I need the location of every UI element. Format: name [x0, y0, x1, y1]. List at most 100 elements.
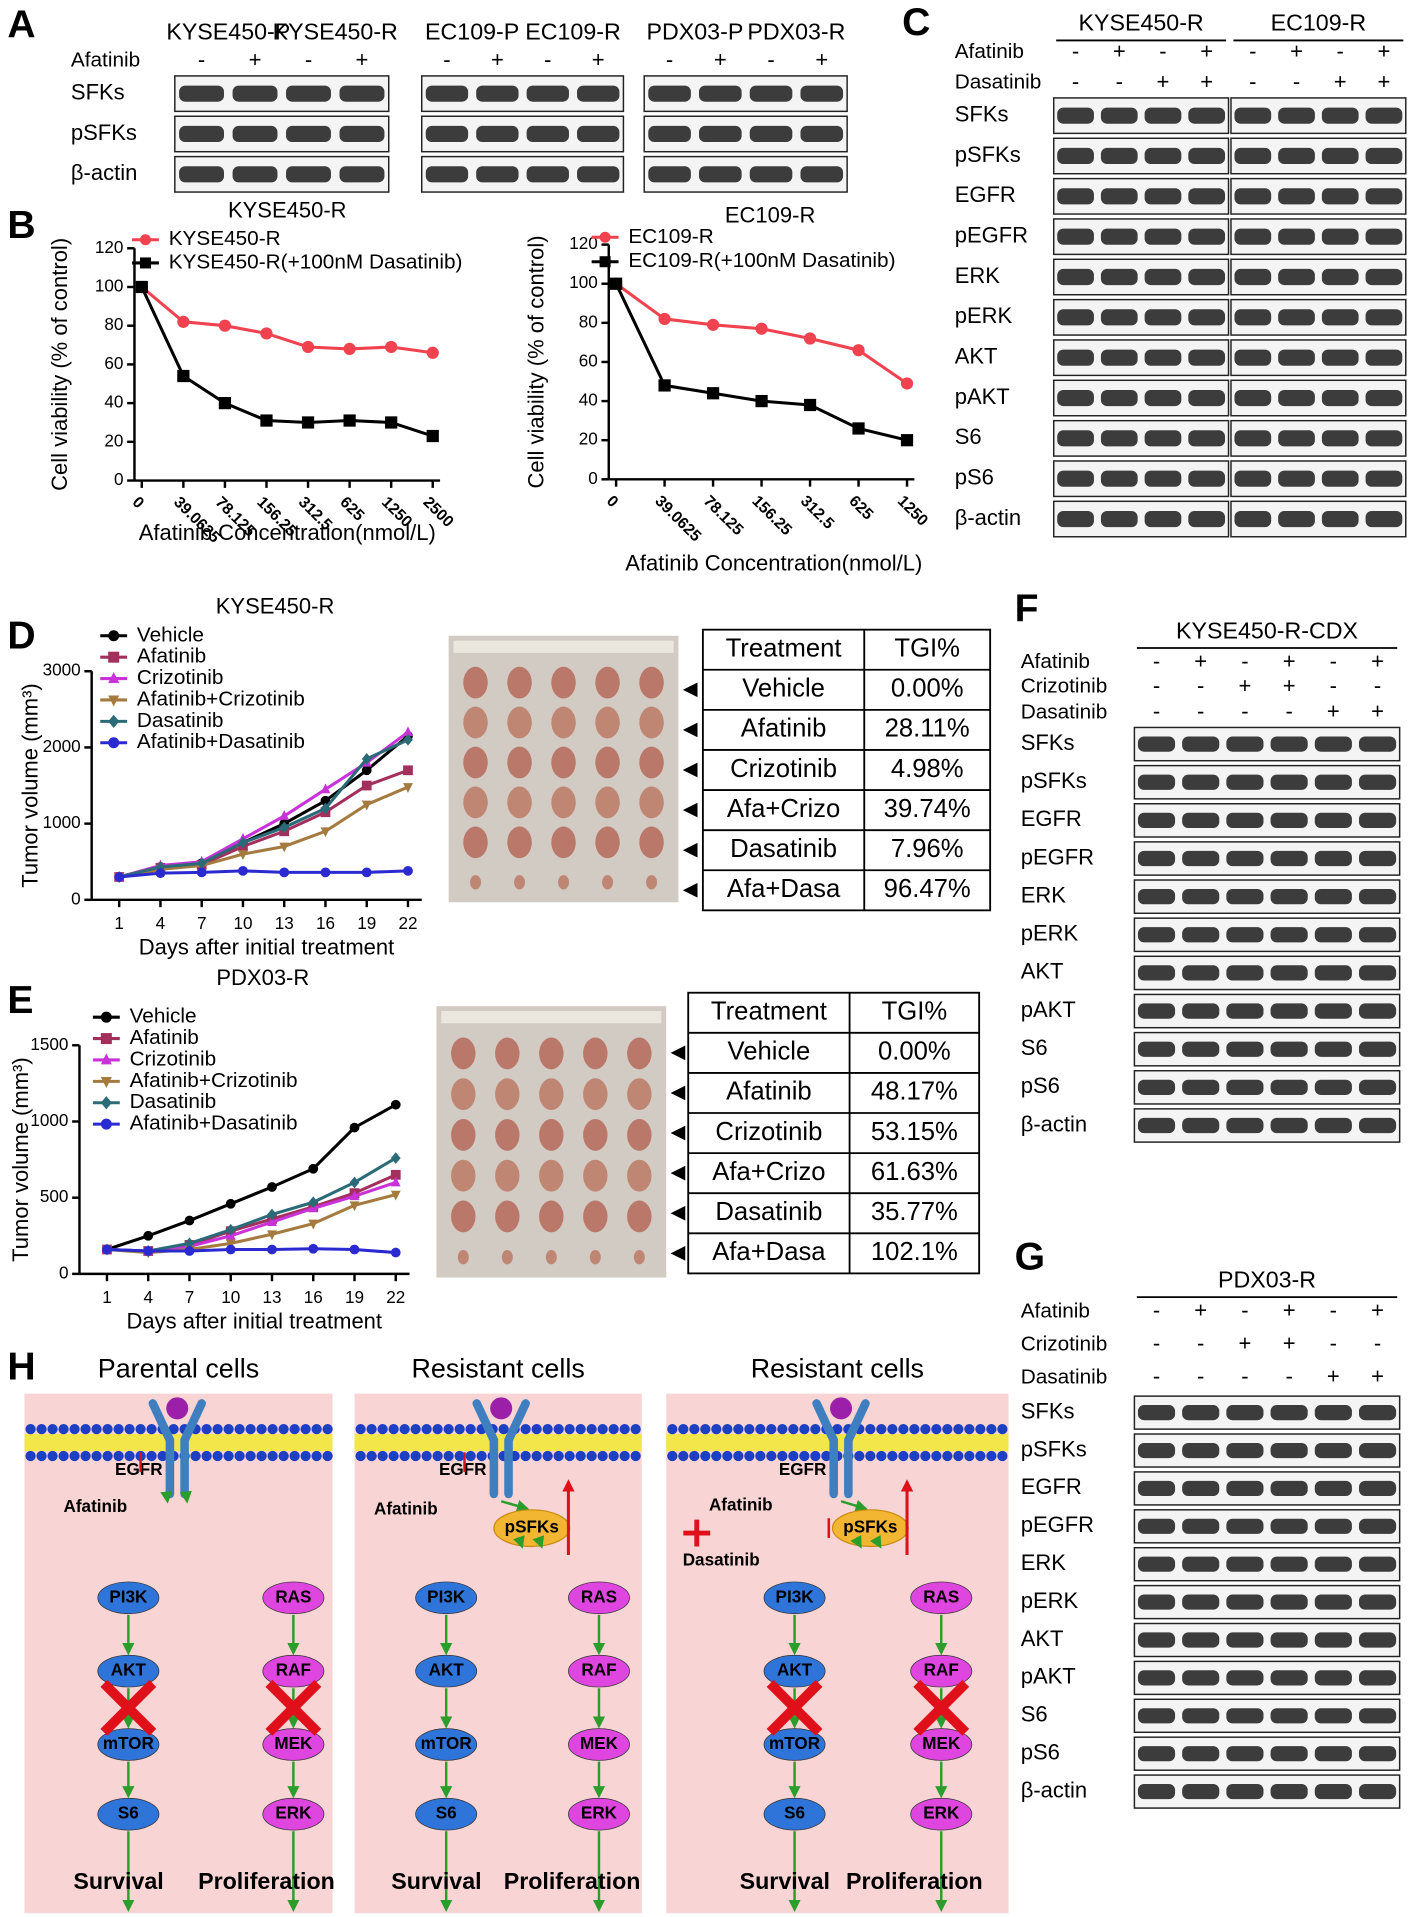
marker [349, 1201, 360, 1212]
blot-band [1100, 309, 1138, 326]
treatment-sign: + [1371, 1364, 1384, 1389]
tumor [463, 826, 488, 859]
blot-band [1226, 1670, 1264, 1686]
marker [706, 387, 720, 400]
series-line [106, 1103, 397, 1251]
lipid [887, 1423, 898, 1435]
blot-band [1057, 349, 1094, 366]
x-tick-label: 1 [114, 914, 124, 933]
marker [320, 802, 331, 815]
tumor [539, 1119, 564, 1151]
tumor [451, 1119, 476, 1151]
marker [403, 865, 413, 876]
panel-letter: C [902, 1, 930, 44]
lipid [619, 1450, 630, 1462]
tumor [451, 1200, 476, 1233]
lipid [201, 1450, 212, 1462]
blot-band [1314, 1079, 1352, 1095]
receptor-label: EGFR [439, 1460, 487, 1479]
protein-label: β-actin [1021, 1777, 1087, 1802]
blot-band [1358, 1746, 1397, 1762]
lipid [69, 1450, 80, 1462]
blot-band [1100, 268, 1138, 286]
cell-line: PDX03-R [1218, 1266, 1316, 1292]
y-tick-label: 3000 [43, 661, 81, 680]
treatment-sign: - [1197, 1364, 1204, 1389]
marker [108, 671, 120, 683]
blot-band [1226, 850, 1264, 867]
treatment-sign: - [1249, 39, 1256, 64]
marker [320, 867, 331, 878]
tumor [539, 1200, 564, 1233]
blot-band [232, 85, 278, 102]
treatment-sign: - [1285, 699, 1292, 724]
lipid [58, 1450, 69, 1462]
y-tick-label: 100 [569, 273, 598, 292]
lipid [212, 1450, 223, 1462]
lipid [553, 1450, 564, 1462]
lipid [476, 1450, 487, 1462]
treatment-sign: + [714, 47, 727, 72]
table-cell: 53.15% [871, 1118, 958, 1146]
table-cell: 35.77% [871, 1198, 958, 1226]
lipid [399, 1450, 410, 1462]
treatment-sign: - [1330, 648, 1337, 673]
protein-label: pEGFR [1021, 844, 1094, 869]
series-line [106, 1247, 396, 1255]
lipid [124, 1450, 135, 1462]
blot-band [1182, 1003, 1220, 1019]
x-tick-label: 39.0625 [651, 493, 704, 546]
blot-band [1100, 188, 1138, 205]
blot-band [1314, 812, 1352, 828]
blot-band [1188, 510, 1226, 528]
marker [390, 1247, 401, 1258]
blot-band [1365, 430, 1403, 447]
blot-band [1314, 736, 1352, 752]
blot-strip [1133, 879, 1401, 915]
blot-band [1144, 228, 1182, 245]
lipid [678, 1450, 689, 1462]
tumor [583, 1078, 608, 1111]
pathway-node [262, 1654, 325, 1688]
marker [143, 1230, 154, 1241]
tumor [470, 875, 482, 890]
lipid [421, 1450, 432, 1462]
tumor [463, 786, 488, 819]
blot-band [1278, 188, 1315, 205]
lipid [102, 1423, 113, 1435]
marker [184, 1215, 195, 1226]
lipid [975, 1423, 986, 1435]
blot-band [1226, 1079, 1264, 1095]
table-cell: Crizotinib [715, 1118, 822, 1146]
marker [108, 630, 120, 642]
node-label: PI3K [776, 1587, 815, 1606]
lipid [388, 1423, 399, 1435]
treatment-sign: + [1194, 648, 1207, 673]
marker [100, 1118, 112, 1130]
lipid [898, 1423, 909, 1435]
protein-label: pSFKs [1021, 768, 1087, 793]
blot-band [1270, 1746, 1308, 1762]
node-label: AKT [777, 1661, 813, 1680]
ligand [490, 1397, 513, 1420]
y-tick-label: 40 [104, 393, 123, 412]
blot-band [1137, 1041, 1176, 1057]
lipid [355, 1423, 366, 1435]
marker [390, 1190, 401, 1201]
blot-band [1137, 1708, 1176, 1724]
blot-band [1270, 1783, 1308, 1800]
x-tick-label: 0 [603, 493, 621, 511]
tumor [627, 1037, 652, 1070]
lipid [25, 1450, 36, 1462]
table-cell: Afa+Crizo [712, 1158, 825, 1186]
blot-band [1314, 1670, 1352, 1686]
pathway-node [910, 1581, 973, 1615]
lipid [810, 1423, 821, 1435]
marker [349, 1122, 360, 1133]
table-cell: Afa+Crizo [727, 795, 840, 823]
lipid [531, 1450, 542, 1462]
blot-band [1188, 389, 1226, 407]
blot-band [1321, 349, 1359, 366]
treatment-sign: - [1116, 69, 1123, 94]
y-axis-label: Tumor volume (mm³) [18, 683, 43, 888]
